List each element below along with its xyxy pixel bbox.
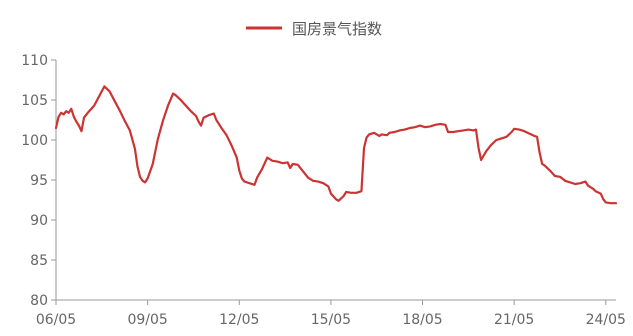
x-tick-label: 15/05 [311,312,351,328]
axes [55,60,616,301]
y-tick-label: 105 [21,93,48,109]
x-tick-label: 12/05 [219,312,259,328]
y-tick-label: 85 [30,253,48,269]
legend-label: 国房景气指数 [292,20,382,38]
series-line [54,85,618,205]
y-axis-ticks: 80 85 90 95 100 105 110 [21,53,56,309]
y-tick-label: 100 [21,133,48,149]
x-tick-label: 06/05 [36,312,76,328]
y-tick-label: 90 [30,213,48,229]
x-tick-label: 21/05 [494,312,534,328]
y-tick-label: 80 [30,293,48,309]
y-tick-label: 95 [30,173,48,189]
x-axis-ticks: 06/05 09/05 12/05 15/05 18/05 21/05 24/05 [36,300,626,328]
x-tick-label: 24/05 [586,312,626,328]
x-tick-label: 09/05 [127,312,167,328]
y-tick-label: 110 [21,53,48,69]
legend: 国房景气指数 [246,20,382,38]
x-tick-label: 18/05 [402,312,442,328]
